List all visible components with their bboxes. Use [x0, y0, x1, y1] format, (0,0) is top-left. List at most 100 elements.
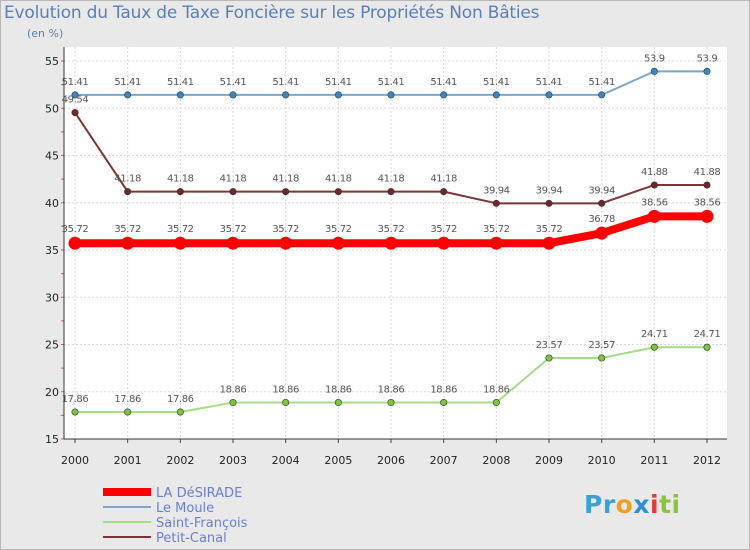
- data-label: 51.41: [325, 77, 352, 88]
- data-point: [334, 188, 342, 196]
- data-point: [650, 343, 658, 351]
- data-point: [387, 399, 395, 407]
- data-label: 18.86: [325, 385, 352, 396]
- data-point: [700, 209, 714, 223]
- data-label: 51.41: [167, 77, 194, 88]
- data-point: [279, 236, 293, 250]
- series-layer: [68, 67, 714, 416]
- data-label: 18.86: [220, 385, 247, 396]
- data-label: 41.88: [694, 167, 721, 178]
- data-label: 41.18: [114, 174, 141, 185]
- data-label: 41.18: [167, 174, 194, 185]
- data-point: [598, 354, 606, 362]
- data-label: 24.71: [694, 329, 721, 340]
- data-label: 17.86: [62, 394, 89, 405]
- data-point: [124, 188, 132, 196]
- data-label: 51.41: [378, 77, 405, 88]
- data-label: 18.86: [430, 385, 457, 396]
- data-point: [334, 399, 342, 407]
- data-point: [282, 91, 290, 99]
- data-point: [71, 91, 79, 99]
- data-point: [176, 91, 184, 99]
- data-label: 49.54: [62, 95, 89, 106]
- y-tick-label: 25: [45, 339, 59, 352]
- proxiti-logo: Proxiti: [584, 490, 681, 519]
- data-label: 41.18: [325, 174, 352, 185]
- data-point: [703, 181, 711, 189]
- data-label: 35.72: [483, 224, 510, 235]
- data-label: 35.72: [220, 224, 247, 235]
- data-label: 51.41: [430, 77, 457, 88]
- logo-part: i: [649, 490, 660, 519]
- data-label: 41.18: [272, 174, 299, 185]
- data-label: 39.94: [588, 185, 615, 196]
- data-point: [229, 91, 237, 99]
- x-tick-label: 2009: [535, 454, 563, 467]
- data-label: 35.72: [114, 224, 141, 235]
- data-label: 38.56: [641, 197, 668, 208]
- data-point: [124, 91, 132, 99]
- data-point: [545, 91, 553, 99]
- data-label: 36.78: [588, 214, 615, 225]
- data-point: [492, 91, 500, 99]
- data-label: 18.86: [483, 385, 510, 396]
- data-point: [173, 236, 187, 250]
- data-label: 18.86: [378, 385, 405, 396]
- data-point: [282, 188, 290, 196]
- data-label: 35.72: [430, 224, 457, 235]
- y-tick-label: 40: [45, 197, 59, 210]
- y-tick-label: 50: [45, 102, 59, 115]
- data-point: [71, 408, 79, 416]
- y-tick-label: 55: [45, 55, 59, 68]
- data-label: 41.88: [641, 167, 668, 178]
- data-point: [492, 199, 500, 207]
- logo-part: o: [615, 490, 634, 519]
- logo-part: Pr: [584, 490, 616, 519]
- data-label: 51.41: [272, 77, 299, 88]
- data-point: [387, 91, 395, 99]
- data-point: [489, 236, 503, 250]
- y-tick-label: 45: [45, 150, 59, 163]
- data-point: [703, 343, 711, 351]
- x-tick-label: 2001: [114, 454, 142, 467]
- chart-title: Evolution du Taux de Taxe Foncière sur l…: [4, 3, 540, 23]
- legend-label: LA DéSIRADE: [156, 486, 242, 501]
- data-point: [647, 209, 661, 223]
- data-labels-layer: 51.41 51.41 51.41 51.41 51.41 51.41 51.41 51.41…: [62, 53, 721, 405]
- data-label: 24.71: [641, 329, 668, 340]
- data-label: 18.86: [272, 385, 299, 396]
- data-label: 35.72: [536, 224, 563, 235]
- data-point: [437, 236, 451, 250]
- data-point: [124, 408, 132, 416]
- data-point: [440, 399, 448, 407]
- data-point: [440, 188, 448, 196]
- data-point: [545, 199, 553, 207]
- data-label: 53.9: [644, 53, 665, 64]
- data-label: 51.41: [588, 77, 615, 88]
- data-label: 51.41: [536, 77, 563, 88]
- data-point: [598, 91, 606, 99]
- logo-part: x: [633, 490, 650, 519]
- data-point: [229, 399, 237, 407]
- legend-label: Saint-François: [156, 516, 248, 531]
- legend-label: Petit-Canal: [156, 531, 227, 546]
- data-label: 35.72: [272, 224, 299, 235]
- data-point: [595, 226, 609, 240]
- data-label: 39.94: [483, 185, 510, 196]
- y-tick-label: 20: [45, 386, 59, 399]
- logo-part: ti: [659, 490, 681, 519]
- data-label: 35.72: [167, 224, 194, 235]
- data-label: 35.72: [378, 224, 405, 235]
- axes-layer: 15 20 25 30 35 40 45 50 55 2000 2001 2002 2003 2004 20…: [45, 47, 727, 467]
- data-point: [68, 236, 82, 250]
- data-label: 17.86: [167, 394, 194, 405]
- x-tick-label: 2002: [166, 454, 194, 467]
- data-label: 41.18: [430, 174, 457, 185]
- data-label: 17.86: [114, 394, 141, 405]
- y-tick-label: 30: [45, 291, 59, 304]
- x-tick-label: 2006: [377, 454, 405, 467]
- x-tick-label: 2011: [640, 454, 668, 467]
- data-point: [387, 188, 395, 196]
